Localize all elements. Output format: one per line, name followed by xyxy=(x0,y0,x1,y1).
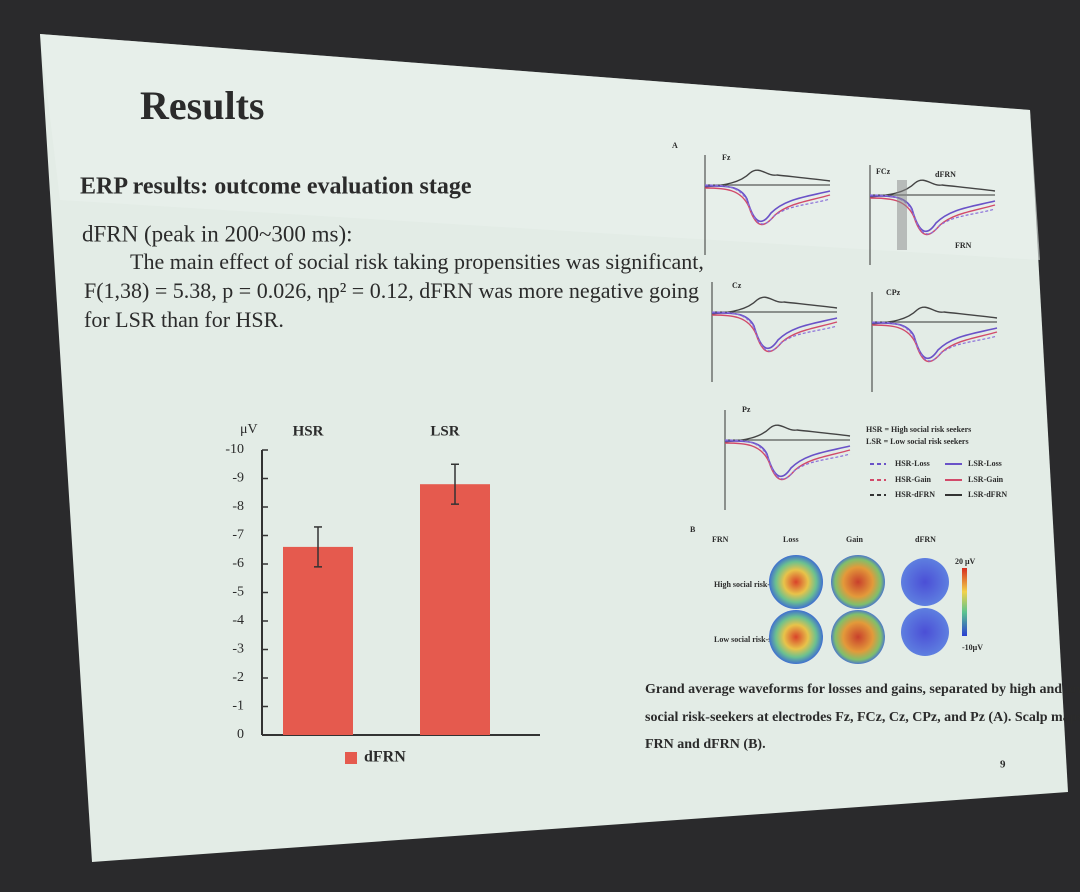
y-tick-label: 0 xyxy=(237,727,244,742)
electrode-label: Cz xyxy=(732,281,742,290)
color-bar xyxy=(962,568,967,636)
caption-line: Grand average waveforms for losses and g… xyxy=(645,682,1080,697)
scalp-map xyxy=(901,608,949,656)
map-row-label: Low social risk-seekers xyxy=(714,635,793,644)
highlight xyxy=(897,180,907,250)
y-tick-label: -3 xyxy=(232,642,244,657)
scalp-map xyxy=(769,555,823,609)
body-line: The main effect of social risk taking pr… xyxy=(130,249,704,274)
scale-label: 20 μV xyxy=(955,557,976,566)
scalp-map xyxy=(831,610,885,664)
y-tick-label: -2 xyxy=(232,670,244,685)
y-tick-label: -6 xyxy=(232,556,244,571)
slide-title: Results xyxy=(140,83,264,128)
slide-glow xyxy=(40,34,1040,260)
legend-entry: LSR-dFRN xyxy=(968,490,1007,499)
category-label: LSR xyxy=(430,423,459,439)
legend-entry: LSR-Gain xyxy=(968,475,1004,484)
map-column-label: Gain xyxy=(846,535,863,544)
y-tick-label: -7 xyxy=(232,528,244,543)
panel-label: A xyxy=(672,141,678,150)
legend-swatch xyxy=(345,752,357,764)
y-tick-label: -4 xyxy=(232,613,244,628)
map-column-label: Loss xyxy=(783,535,799,544)
scalp-map xyxy=(769,610,823,664)
y-tick-label: -5 xyxy=(232,585,244,600)
legend-entry: HSR-Gain xyxy=(895,475,932,484)
bar xyxy=(420,484,490,735)
subheading: dFRN (peak in 200~300 ms): xyxy=(82,221,353,246)
scalp-map xyxy=(901,558,949,606)
page-number: 9 xyxy=(1000,759,1006,771)
map-column-label: dFRN xyxy=(915,535,936,544)
legend-key: LSR = Low social risk seekers xyxy=(866,437,969,446)
heading: ERP results: outcome evaluation stage xyxy=(80,174,472,200)
category-label: HSR xyxy=(293,423,324,439)
y-tick-label: -8 xyxy=(232,499,244,514)
electrode-label: CPz xyxy=(886,288,901,297)
bar-chart: μV 0 -1 -2 -3 -4 -5 -6 -7 -8 -9 -10 HSR LSR dFRN xyxy=(225,422,540,766)
annotation: FRN xyxy=(955,241,972,250)
body-line: F(1,38) = 5.38, p = 0.026, ηp² = 0.12, d… xyxy=(84,278,699,303)
scalp-map xyxy=(831,555,885,609)
electrode-label: Fz xyxy=(722,153,731,162)
bar xyxy=(283,546,353,735)
legend-entry: HSR-dFRN xyxy=(895,490,935,499)
erp-figure: A B Fz FCz Cz CPz Pz dFRN FRN HSR = High… xyxy=(645,141,1080,752)
map-column-label: FRN xyxy=(712,535,729,544)
legend-entry: LSR-Loss xyxy=(968,459,1002,468)
y-axis-label: μV xyxy=(240,422,258,437)
map-row-label: High social risk-seekers xyxy=(714,580,795,589)
caption-line: social risk-seekers at electrodes Fz, FC… xyxy=(645,710,1080,725)
y-tick-label: -1 xyxy=(232,699,244,714)
legend-key: HSR = High social risk seekers xyxy=(866,425,971,434)
panel-label: B xyxy=(690,525,696,534)
y-tick-label: -10 xyxy=(225,442,244,457)
scale-label: -10μV xyxy=(962,643,983,652)
body-line: for LSR than for HSR. xyxy=(84,307,284,332)
caption-line: FRN and dFRN (B). xyxy=(645,737,766,752)
annotation: dFRN xyxy=(935,170,956,179)
electrode-label: FCz xyxy=(876,167,891,176)
y-tick-label: -9 xyxy=(232,471,244,486)
electrode-label: Pz xyxy=(742,405,751,414)
legend-entry: HSR-Loss xyxy=(895,459,930,468)
legend-entry: dFRN xyxy=(364,749,406,766)
